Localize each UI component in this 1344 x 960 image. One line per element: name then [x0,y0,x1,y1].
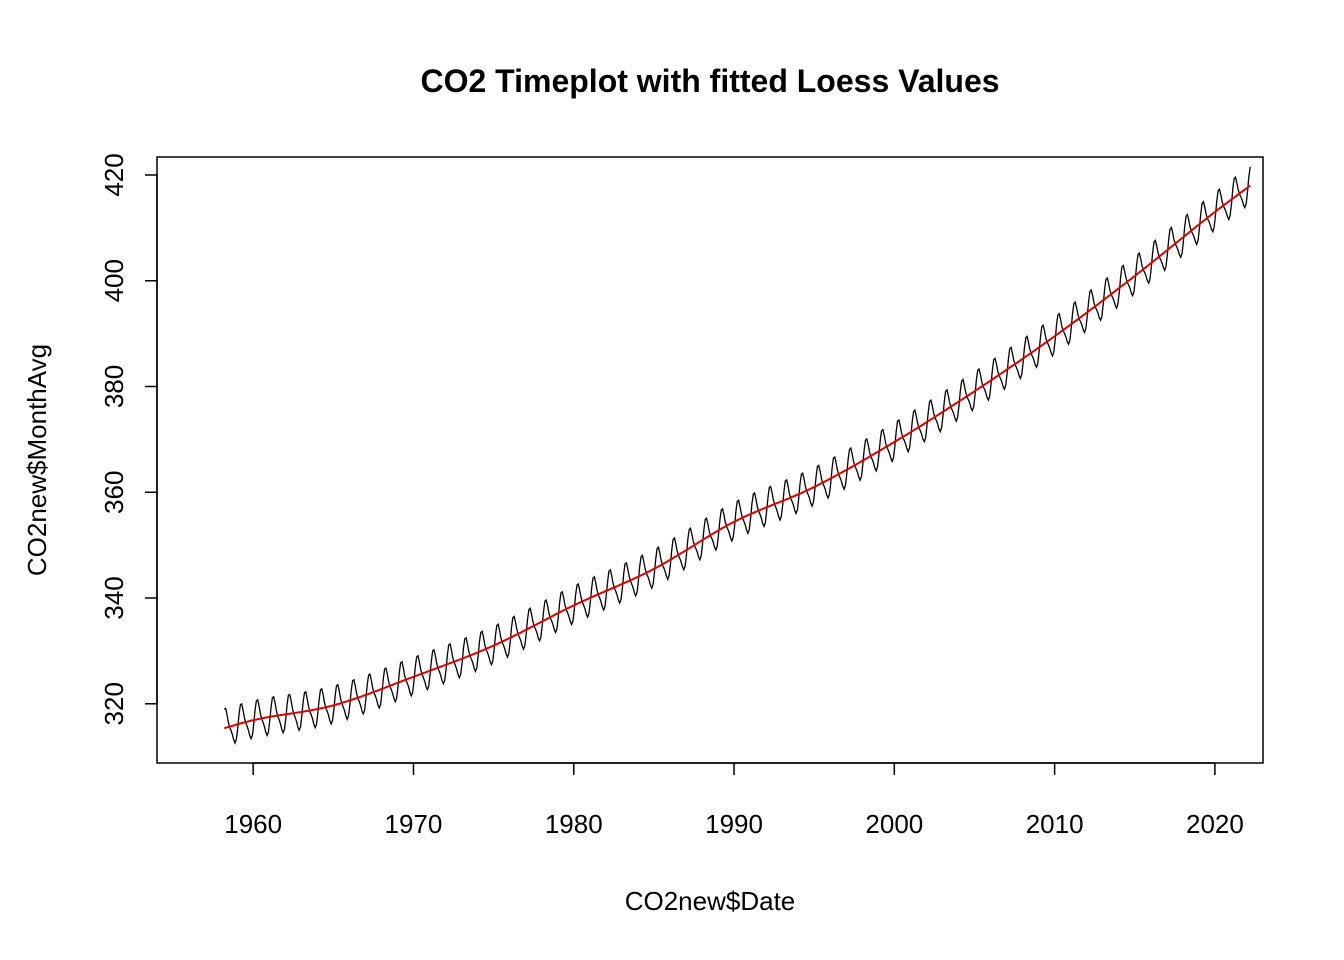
y-axis: 320 340 360 380 400 420 [99,153,158,725]
x-tick-label: 1970 [385,809,443,839]
x-tick-label: 2020 [1186,809,1244,839]
plot-frame [156,156,1264,764]
chart-title: CO2 Timeplot with fitted Loess Values [420,63,999,99]
y-tick-label: 360 [99,471,129,514]
y-axis-label: CO2new$MonthAvg [22,344,52,576]
series-monthly-average-line [223,166,1251,745]
x-tick-label: 1990 [705,809,763,839]
x-axis-label: CO2new$Date [625,886,796,916]
x-axis: 1960 1970 1980 1990 2000 2010 2020 [224,762,1244,839]
x-tick-label: 2010 [1026,809,1084,839]
plot-lines [223,166,1251,745]
y-tick-label: 380 [99,365,129,408]
x-tick-label: 1980 [545,809,603,839]
x-tick-label: 2000 [865,809,923,839]
x-tick-label: 1960 [224,809,282,839]
y-tick-label: 320 [99,682,129,725]
series-loess-fit-line [224,184,1251,730]
y-tick-label: 340 [99,576,129,619]
y-tick-label: 420 [99,153,129,196]
y-tick-label: 400 [99,259,129,302]
